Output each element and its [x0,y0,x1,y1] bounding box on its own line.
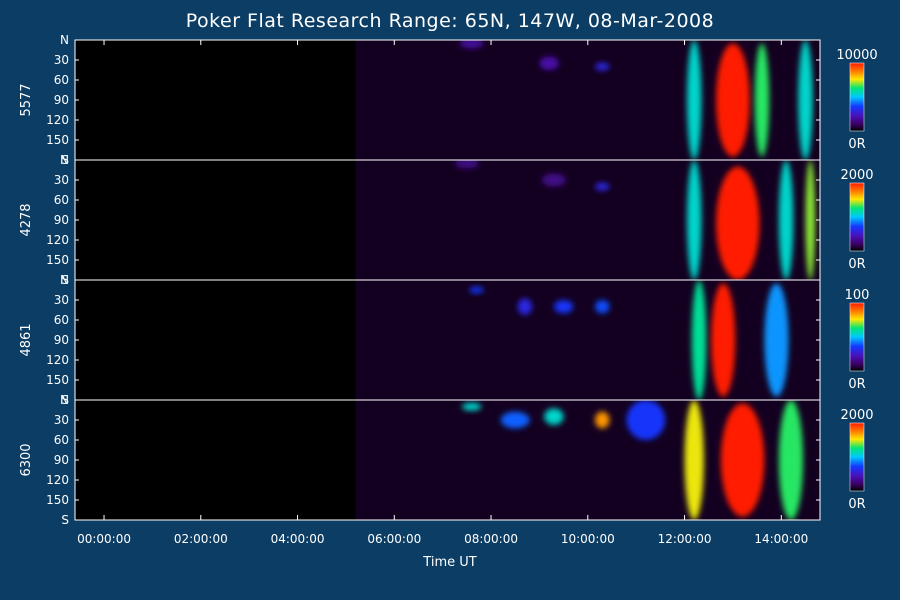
y-tick-label: 150 [46,133,69,147]
panel-4861: N 30 60 90 120 150 S 4861 100 0R [19,273,869,407]
y-tick-label: 90 [54,213,69,227]
emission-feature [715,166,760,280]
emission-feature [686,40,702,160]
emission-feature [711,283,736,397]
y-tick-label: N [60,153,69,167]
emission-feature [626,400,666,440]
y-tick-label: 60 [54,193,69,207]
emission-feature [500,411,530,429]
y-tick-label: 90 [54,333,69,347]
panel-data [355,160,820,280]
y-tick-label: 60 [54,73,69,87]
emission-feature [459,40,484,49]
y-tick-label: S [61,273,69,287]
colorbar-min-label: 0R [848,257,865,272]
colorbar-max-label: 100 [845,288,870,303]
dim-emission-region [355,280,820,400]
colorbar-frame [849,422,865,492]
emission-feature [539,56,559,70]
emission-feature [684,400,704,520]
y-tick-label: 30 [54,293,69,307]
emission-feature [778,400,804,520]
y-tick-label: N [60,33,69,47]
panel-4278: N 30 60 90 120 150 S 4278 2000 0R [19,153,874,287]
x-tick-label: 00:00:00 [77,532,131,546]
panel-ylabel: 5577 [19,83,34,116]
y-tick-label: S [61,153,69,167]
panel-ylabel: 6300 [19,443,34,476]
emission-feature [686,160,702,280]
emission-feature [541,173,567,187]
panel-5577: N 30 60 90 120 150 S 5577 10000 0R [19,33,878,167]
y-tick-label: S [61,393,69,407]
x-tick-label: 04:00:00 [271,532,325,546]
colorbar [850,183,864,251]
y-tick-label: 120 [46,473,69,487]
emission-feature [454,160,479,169]
emission-feature [798,40,813,160]
panel-6300: N 30 60 90 120 150 S 6300 2000 0R [19,393,874,527]
y-tick-label: 150 [46,253,69,267]
colorbar-min-label: 0R [848,497,865,512]
y-tick-label: 90 [54,453,69,467]
y-tick-label: 30 [54,53,69,67]
colorbar-min-label: 0R [848,137,865,152]
emission-feature [754,43,770,157]
x-tick-label: 02:00:00 [174,532,228,546]
colorbar-frame [849,302,865,372]
y-tick-label: 120 [46,353,69,367]
y-tick-label: 30 [54,413,69,427]
colorbar-max-label: 2000 [840,168,873,183]
colorbar-frame [849,182,865,252]
y-tick-label: 60 [54,313,69,327]
x-tick-label: 10:00:00 [561,532,615,546]
y-tick-label: S [61,513,69,527]
panel-ylabel: 4861 [19,323,34,356]
y-tick-label: 150 [46,493,69,507]
emission-feature [553,300,574,314]
x-tick-label: 08:00:00 [464,532,518,546]
y-tick-label: 90 [54,93,69,107]
emission-feature [517,298,533,315]
panel-ylabel: 4278 [19,203,34,236]
colorbar-min-label: 0R [848,377,865,392]
dim-emission-region [355,40,820,160]
y-tick-label: 120 [46,113,69,127]
emission-feature [720,403,765,517]
x-tick-label: 06:00:00 [367,532,421,546]
y-tick-label: N [60,393,69,407]
emission-feature [595,62,610,71]
emission-feature [462,402,482,411]
emission-feature [778,160,794,280]
y-tick-label: 30 [54,173,69,187]
colorbar-max-label: 2000 [840,408,873,423]
emission-feature [715,43,750,157]
y-tick-label: 150 [46,373,69,387]
emission-feature [544,408,564,425]
x-axis-title: Time UT [423,555,477,570]
y-tick-label: 60 [54,433,69,447]
y-tick-label: 120 [46,233,69,247]
panel-data [355,280,820,400]
emission-feature [595,182,610,191]
x-tick-label: 12:00:00 [658,532,712,546]
colorbar [850,303,864,371]
panel-data [355,40,820,160]
emission-feature [595,411,610,429]
emission-feature [805,160,816,280]
emission-feature [469,286,484,294]
colorbar-max-label: 10000 [836,48,877,63]
y-tick-label: N [60,273,69,287]
emission-feature [691,280,707,400]
panel-data [355,400,820,520]
x-tick-label: 14:00:00 [754,532,808,546]
colorbar [850,423,864,491]
colorbar-frame [849,62,865,132]
emission-feature [764,283,789,397]
emission-feature [595,300,610,314]
page-title: Poker Flat Research Range: 65N, 147W, 08… [185,10,715,32]
colorbar [850,63,864,131]
